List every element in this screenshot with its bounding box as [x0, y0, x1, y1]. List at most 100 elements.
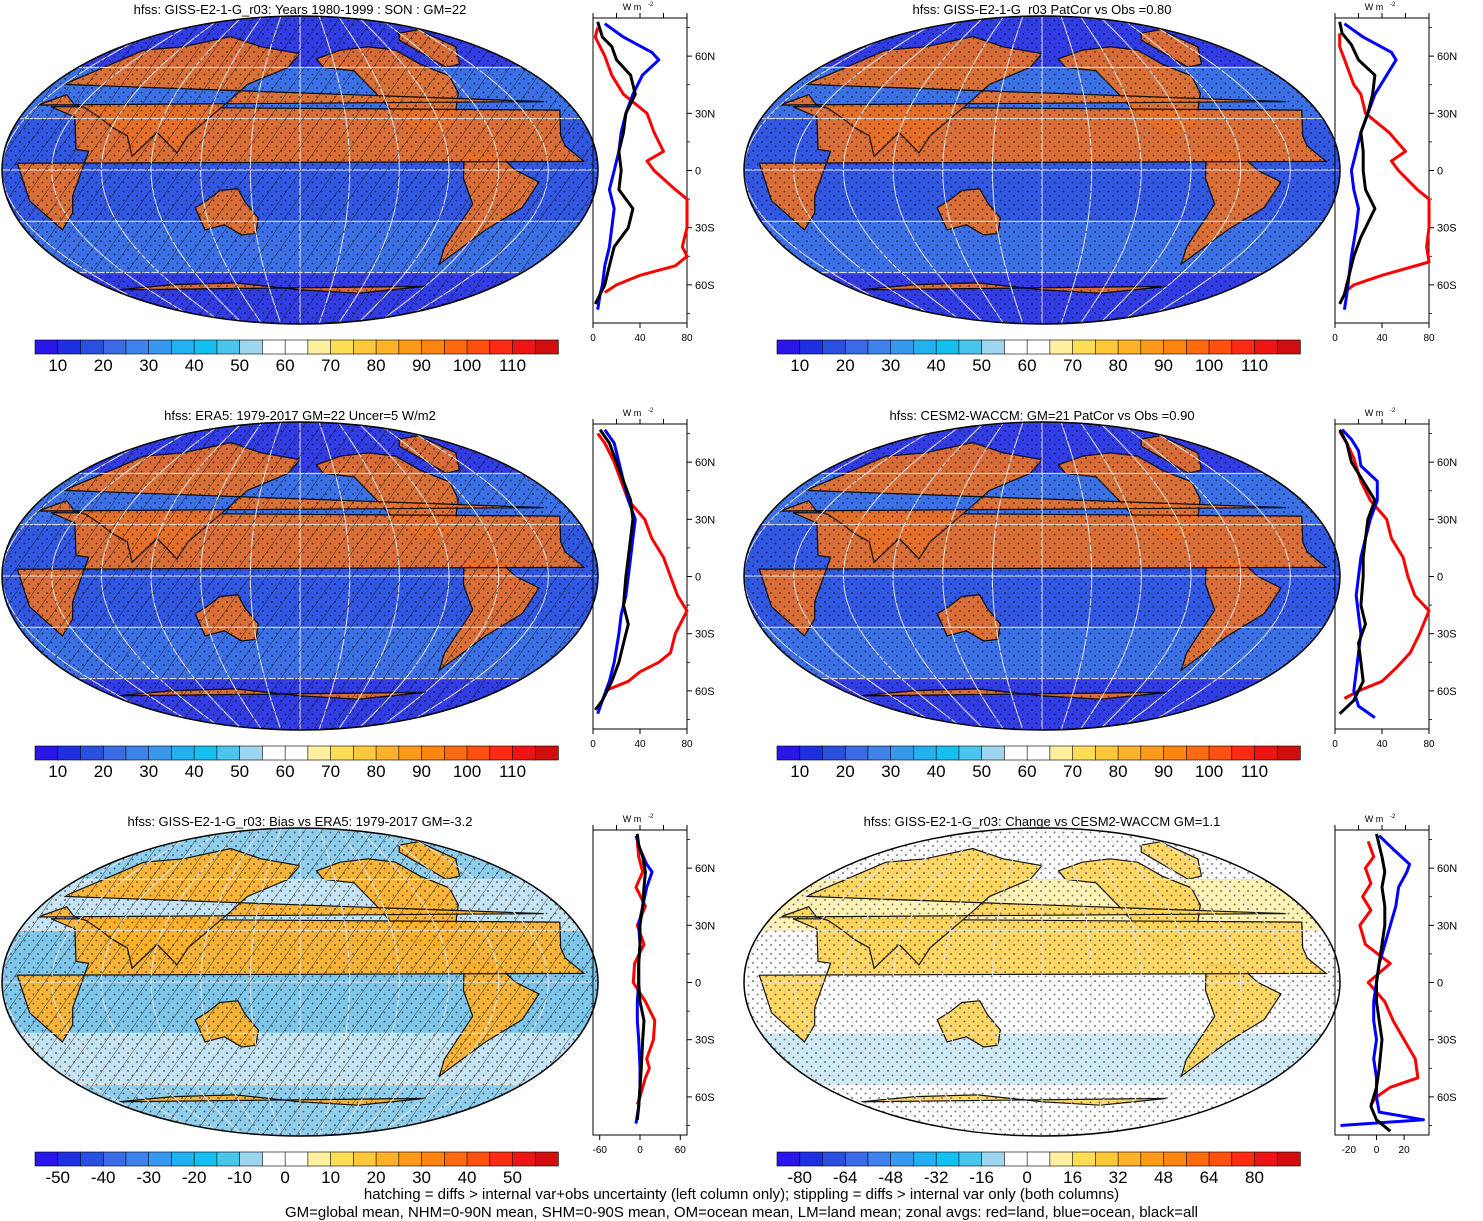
colorbar-swatch: [239, 339, 264, 355]
colorbar-tick-label: 30: [881, 356, 900, 375]
colorbar-swatch: [421, 339, 446, 355]
zonal-unit-exponent: -2: [1390, 408, 1396, 414]
world-map: [1, 15, 599, 325]
colorbar-swatch: [1254, 339, 1278, 355]
zonal-unit-exponent: -2: [648, 814, 654, 820]
colorbar-tick-label: -64: [833, 1168, 858, 1187]
colorbar-swatch: [1026, 745, 1051, 761]
zonal-average-plot: W m -2 60N 30N 0 30S 60S 0 40 80: [1332, 408, 1457, 750]
map-border: [1, 421, 599, 731]
colorbar-tick-label: 40: [927, 762, 946, 781]
zonal-y-tick-label: 30N: [695, 108, 715, 120]
panel-model-patcor: hfss: GISS-E2-1-G_r03 PatCor vs Obs =0.8…: [742, 0, 1483, 407]
colorbar-tick-label: 80: [1109, 356, 1128, 375]
zonal-x-tick-label: 0: [637, 1145, 643, 1156]
map-border: [743, 15, 1341, 325]
colorbar-swatch: [1026, 339, 1051, 355]
colorbar-swatch: [80, 1151, 104, 1167]
colorbar-swatch: [80, 339, 104, 355]
zonal-series-all: [635, 833, 647, 1120]
colorbar-swatch: [1004, 339, 1028, 355]
colorbar-swatch: [799, 1151, 824, 1167]
footer-note-hatching: hatching = diffs > internal var+obs unce…: [363, 1186, 1120, 1203]
colorbar-swatch: [125, 1151, 150, 1167]
colorbar-swatch: [262, 745, 286, 761]
colorbar-swatch: [444, 339, 468, 355]
zonal-x-tick-label: 0: [590, 739, 596, 750]
colorbar-tick-label: 10: [790, 762, 809, 781]
colorbar-swatch: [890, 339, 915, 355]
world-map: [743, 421, 1341, 731]
colorbar-tick-label: 90: [412, 356, 431, 375]
colorbar-swatch: [534, 745, 559, 761]
zonal-y-tick-label: 30N: [1437, 108, 1457, 120]
panel-era5: hfss: ERA5: 1979-2017 GM=22 Uncer=5 W/m2…: [0, 406, 741, 813]
colorbar-tick-label: 32: [1109, 1168, 1128, 1187]
zonal-y-tick-label: 0: [695, 978, 701, 990]
zonal-series-all: [594, 428, 635, 711]
zonal-x-tick-label: 80: [681, 739, 693, 750]
colorbar-swatch: [330, 1151, 355, 1167]
colorbar: 10 20 30 40 50 60 70 80 90 100 110: [34, 745, 559, 781]
colorbar-swatch: [1004, 745, 1028, 761]
zonal-x-tick-label: -60: [592, 1145, 607, 1156]
colorbar-swatch: [1186, 745, 1210, 761]
zonal-y-tick-label: 60S: [695, 686, 715, 698]
colorbar-swatch: [1276, 339, 1301, 355]
panel-title: hfss: CESM2-WACCM: GM=21 PatCor vs Obs =…: [889, 408, 1195, 423]
colorbar-swatch: [890, 745, 915, 761]
colorbar-swatch: [1140, 1151, 1165, 1167]
colorbar-swatch: [1049, 339, 1074, 355]
colorbar-swatch: [466, 339, 491, 355]
colorbar: 10 20 30 40 50 60 70 80 90 100 110: [34, 339, 559, 375]
zonal-unit-label: W m: [1365, 2, 1384, 12]
colorbar-tick-label: 110: [499, 356, 526, 375]
zonal-x-tick-label: 0: [1332, 739, 1338, 750]
zonal-series-land: [1338, 430, 1431, 700]
colorbar-swatch: [375, 339, 400, 355]
colorbar-tick-label: 80: [367, 762, 386, 781]
colorbar-swatch: [822, 339, 846, 355]
map-border: [1, 827, 599, 1137]
zonal-y-tick-label: 30S: [695, 629, 715, 641]
colorbar-tick-label: 30: [139, 356, 158, 375]
colorbar-tick-label: 40: [185, 356, 204, 375]
colorbar-swatch: [444, 1151, 468, 1167]
zonal-y-tick-label: 60N: [695, 51, 715, 63]
colorbar-swatch: [239, 1151, 264, 1167]
colorbar-tick-label: 30: [881, 762, 900, 781]
colorbar-swatch: [284, 745, 309, 761]
colorbar-swatch: [512, 339, 536, 355]
colorbar-tick-label: -16: [969, 1168, 994, 1187]
colorbar: 10 20 30 40 50 60 70 80 90 100 110: [776, 339, 1301, 375]
colorbar-tick-label: 110: [1241, 762, 1268, 781]
colorbar-tick-label: -10: [227, 1168, 252, 1187]
colorbar-swatch: [216, 1151, 241, 1167]
colorbar-swatch: [489, 339, 514, 355]
colorbar-swatch: [1072, 745, 1097, 761]
zonal-x-tick-label: 40: [634, 739, 646, 750]
colorbar-tick-label: 50: [230, 762, 249, 781]
colorbar-tick-label: 60: [276, 762, 295, 781]
panel-title: hfss: GISS-E2-1-G_r03: Bias vs ERA5: 197…: [127, 814, 473, 829]
zonal-unit-exponent: -2: [1390, 2, 1396, 8]
colorbar-tick-label: -32: [924, 1168, 949, 1187]
zonal-y-tick-label: 60S: [1437, 280, 1457, 292]
zonal-y-tick-label: 60S: [695, 1092, 715, 1104]
zonal-y-tick-label: 60N: [1437, 863, 1457, 875]
colorbar-tick-label: 50: [503, 1168, 522, 1187]
colorbar-swatch: [80, 745, 104, 761]
colorbar-swatch: [489, 1151, 514, 1167]
colorbar-tick-label: 100: [453, 762, 481, 781]
colorbar-swatch: [307, 339, 332, 355]
colorbar-swatch: [1186, 1151, 1210, 1167]
colorbar-swatch: [1231, 1151, 1256, 1167]
colorbar: -50 -40 -30 -20 -10 0 10 20 30 40 50: [34, 1151, 559, 1187]
colorbar-tick-label: 0: [1022, 1168, 1031, 1187]
zonal-y-tick-label: 30N: [1437, 514, 1457, 526]
zonal-series-all: [1338, 428, 1377, 715]
colorbar-swatch: [353, 339, 377, 355]
zonal-series-ocean: [1341, 428, 1379, 719]
colorbar-swatch: [148, 339, 173, 355]
colorbar-tick-label: 80: [367, 356, 386, 375]
